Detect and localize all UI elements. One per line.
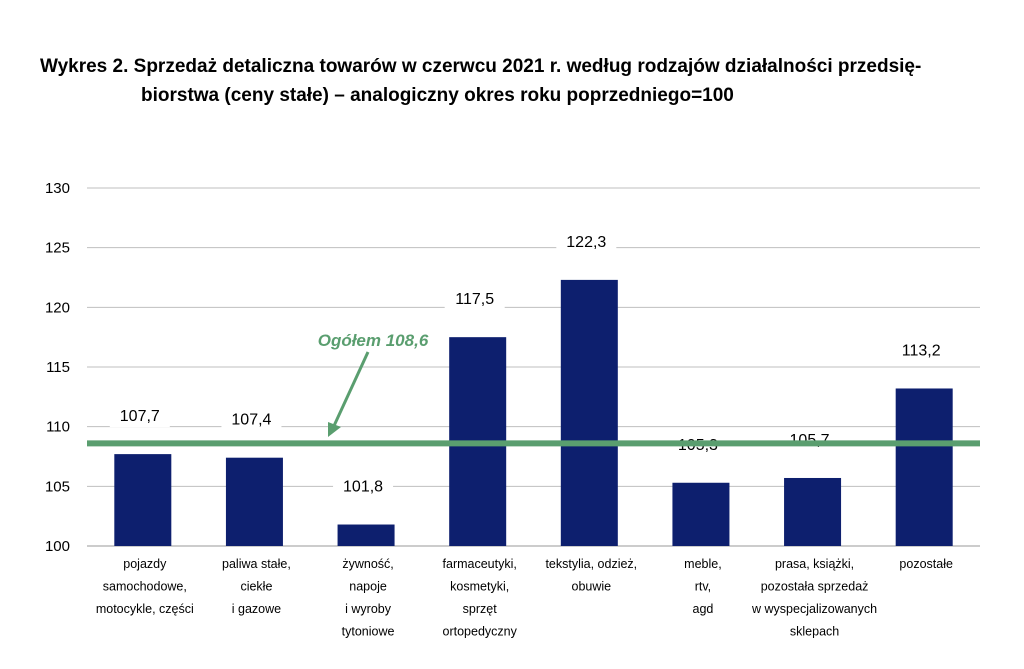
- value-label: 107,4: [231, 412, 271, 429]
- category-label-line: prasa, książki,: [775, 557, 854, 571]
- category-label-line: i wyroby: [345, 602, 392, 616]
- y-tick-label: 125: [45, 240, 70, 257]
- category-label-line: sklepach: [790, 625, 839, 639]
- bar: [560, 279, 618, 546]
- y-tick-label: 130: [45, 180, 70, 197]
- value-label: 101,8: [343, 479, 383, 496]
- bar: [672, 482, 730, 546]
- value-label: 113,2: [902, 342, 941, 359]
- reference-line-label: Ogółem 108,6: [318, 331, 429, 350]
- category-label-line: agd: [693, 602, 714, 616]
- category-label-line: żywność,: [342, 557, 393, 571]
- category-label-line: i gazowe: [232, 602, 281, 616]
- category-label: tekstylia, odzież, obuwie: [545, 557, 637, 594]
- y-tick-label: 100: [45, 538, 70, 555]
- category-label-line: pozostałe: [899, 557, 953, 571]
- value-label: 107,7: [120, 408, 160, 425]
- y-axis-ticks: 100 105 110 115 120 125 130: [45, 180, 70, 555]
- bar: [114, 454, 172, 546]
- category-label-line: ciekłe: [240, 580, 272, 594]
- category-label-line: tytoniowe: [342, 625, 395, 639]
- value-label: 122,3: [566, 234, 606, 251]
- chart-title-line-2: biorstwa (ceny stałe) – analogiczny okre…: [141, 85, 734, 106]
- category-label-line: sprzęt: [463, 602, 498, 616]
- y-tick-label: 120: [45, 299, 70, 316]
- value-label-background: [556, 230, 617, 253]
- chart-title: Wykres 2. Sprzedaż detaliczna towarów w …: [40, 52, 1015, 110]
- category-label: meble, rtv, agd: [684, 557, 722, 616]
- category-label-line: samochodowe,: [103, 580, 187, 594]
- category-label-line: rtv,: [695, 580, 711, 594]
- reference-arrow-head: [328, 422, 341, 437]
- category-label: paliwa stałe, ciekłe i gazowe: [222, 557, 291, 616]
- category-label-line: pojazdy: [123, 557, 167, 571]
- bars: [114, 279, 953, 546]
- category-label-line: paliwa stałe,: [222, 557, 291, 571]
- value-label-background: [444, 288, 505, 311]
- gridlines: [87, 187, 980, 547]
- category-label: farmaceutyki, kosmetyki, sprzęt ortopedyczn…: [443, 557, 518, 639]
- category-label: prasa, książki, pozostała sprzedaż w wyspe…: [751, 557, 877, 639]
- bar: [784, 477, 842, 546]
- value-label: 117,5: [455, 291, 494, 308]
- category-label: pojazdy samochodowe, motocykle, części: [96, 557, 194, 616]
- value-label-background: [221, 408, 282, 431]
- value-label-background: [891, 339, 952, 362]
- category-label-line: pozostała sprzedaż: [761, 580, 869, 594]
- category-label-line: farmaceutyki,: [443, 557, 517, 571]
- category-label-line: motocykle, części: [96, 602, 194, 616]
- y-tick-label: 110: [46, 419, 70, 436]
- category-label: pozostałe: [899, 557, 953, 571]
- value-label-background: [109, 405, 170, 428]
- value-label-background: [333, 475, 394, 498]
- reference-line-group: Ogółem 108,6: [87, 331, 980, 447]
- category-label-line: meble,: [684, 557, 722, 571]
- y-tick-label: 115: [46, 359, 70, 376]
- reference-arrow-shaft: [331, 351, 370, 429]
- category-label-line: obuwie: [572, 580, 612, 594]
- bar: [337, 524, 395, 546]
- category-label-line: napoje: [349, 580, 387, 594]
- bar: [225, 457, 283, 546]
- chart-title-line-1: Wykres 2. Sprzedaż detaliczna towarów w …: [40, 56, 922, 77]
- category-label-line: w wyspecjalizowanych: [751, 602, 877, 616]
- category-label-line: kosmetyki,: [450, 580, 509, 594]
- category-label: żywność, napoje i wyroby tytoniowe: [342, 557, 395, 639]
- category-labels: pojazdy samochodowe, motocykle, części pali…: [96, 557, 953, 639]
- category-label-line: tekstylia, odzież,: [545, 557, 637, 571]
- category-label-line: ortopedyczny: [443, 625, 518, 639]
- bar: [895, 388, 953, 546]
- y-tick-label: 105: [45, 478, 70, 495]
